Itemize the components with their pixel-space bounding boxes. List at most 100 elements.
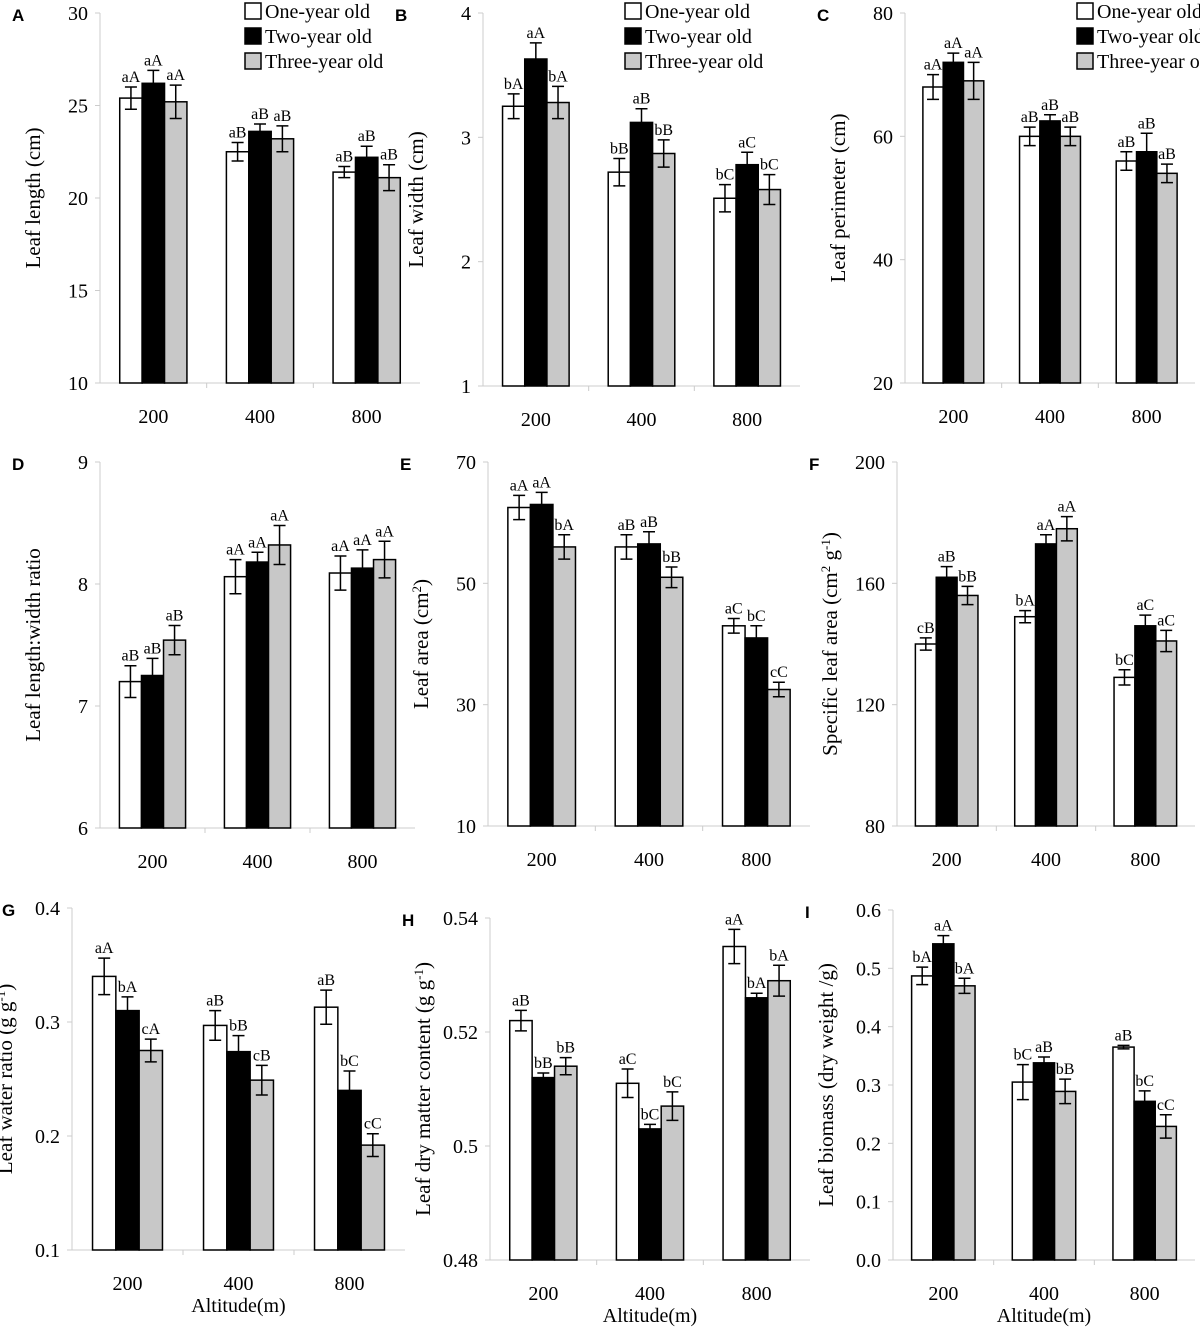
y-tick-label: 0.0 [856, 1250, 881, 1272]
significance-label: aA [122, 69, 141, 86]
significance-label: aA [510, 477, 529, 494]
legend-label: Three-year old [265, 51, 383, 73]
legend-swatch [624, 52, 642, 70]
y-axis-label: Leaf length:width ratio [21, 548, 45, 742]
bar [910, 975, 934, 1261]
error-bar [1140, 132, 1153, 171]
error-bar [514, 1009, 527, 1032]
error-bar [121, 996, 134, 1026]
x-tick-label: 400 [1029, 1283, 1059, 1305]
significance-label: aB [633, 91, 651, 108]
panel-H: H 0.48 0.5 0.52 0.54 Leaf dry matter content … [402, 908, 810, 1327]
error-bar [229, 558, 242, 595]
bar [1112, 1046, 1135, 1261]
significance-label: cB [253, 1047, 271, 1064]
error-bar [168, 624, 181, 656]
significance-label: aB [618, 517, 636, 534]
significance-label: aA [527, 25, 546, 42]
error-bar [958, 977, 971, 995]
error-bar [255, 1064, 268, 1096]
error-bar [98, 957, 111, 996]
error-bar [254, 123, 266, 140]
error-bar [232, 1034, 245, 1069]
error-bar [741, 151, 754, 178]
bar [270, 138, 295, 384]
significance-label: aB [938, 549, 956, 566]
significance-label: aA [144, 52, 163, 69]
y-tick-label: 30 [68, 3, 88, 25]
legend-swatch [244, 27, 262, 45]
significance-label: bA [912, 949, 932, 966]
error-bar [378, 540, 391, 579]
significance-label: bC [1014, 1047, 1033, 1064]
y-axis-label-part: ) [411, 962, 435, 969]
significance-label: bB [610, 140, 629, 157]
error-bar [559, 1056, 572, 1076]
significance-label: cC [1157, 1097, 1175, 1114]
significance-label: bC [747, 608, 766, 625]
error-bar [147, 69, 160, 97]
error-bar [1120, 151, 1133, 171]
error-bar [635, 107, 648, 137]
error-bar [750, 992, 763, 1004]
y-axis-label-part: ) [0, 984, 17, 991]
panel-letter: E [400, 455, 411, 474]
error-bar [552, 85, 565, 120]
significance-label: bA [504, 76, 524, 93]
error-bar [1060, 515, 1073, 542]
error-bar [937, 934, 950, 953]
y-tick-label: 25 [68, 96, 88, 118]
significance-label: bA [955, 960, 975, 977]
bar [313, 1006, 339, 1251]
y-tick-label: 0.52 [443, 1022, 478, 1044]
y-axis-label-part: 2 [818, 566, 833, 573]
bar [935, 576, 958, 827]
significance-label: bA [747, 975, 767, 992]
y-axis-label-part: -1 [0, 991, 8, 1002]
y-axis-label-part: Leaf dry matter content (g g [411, 979, 435, 1216]
y-tick-label: 10 [456, 816, 476, 838]
legend-swatch [624, 2, 642, 20]
error-bar [276, 125, 289, 153]
error-bar [916, 966, 929, 986]
significance-label: aB [512, 992, 530, 1009]
error-bar [124, 86, 137, 110]
error-bar [1044, 114, 1056, 128]
error-bar [773, 964, 786, 997]
bar [1039, 120, 1061, 384]
x-tick-label: 400 [1031, 849, 1061, 871]
bar [1013, 615, 1037, 827]
significance-label: aC [619, 1051, 637, 1068]
y-tick-label: 30 [456, 695, 476, 717]
x-tick-label: 200 [113, 1273, 143, 1295]
significance-label: aB [144, 640, 162, 657]
significance-label: aC [1136, 597, 1154, 614]
error-bar [343, 1070, 356, 1111]
x-axis-label: Altitude(m) [603, 1305, 697, 1327]
bar [757, 188, 782, 387]
y-tick-label: 40 [873, 250, 893, 272]
bar [651, 152, 676, 387]
bar [614, 546, 639, 827]
error-bar [1059, 1078, 1072, 1105]
error-bar [750, 625, 763, 651]
error-bar [1038, 1056, 1050, 1070]
bar [267, 544, 292, 829]
significance-label: aB [1138, 115, 1156, 132]
bar [508, 1019, 533, 1261]
y-axis-label: Specific leaf area (cm2 g-1) [818, 532, 843, 756]
y-axis-label-part: 2 [409, 586, 424, 593]
significance-label: bC [1135, 1073, 1154, 1090]
bar [350, 567, 375, 829]
x-axis-label: Altitude(m) [997, 1305, 1091, 1327]
bar [141, 82, 166, 384]
bar [118, 97, 143, 384]
error-bar [919, 637, 932, 651]
x-tick-label: 400 [634, 849, 664, 871]
bar [713, 197, 737, 387]
bar [962, 80, 985, 384]
y-tick-label: 70 [456, 452, 476, 474]
bar [552, 546, 577, 827]
